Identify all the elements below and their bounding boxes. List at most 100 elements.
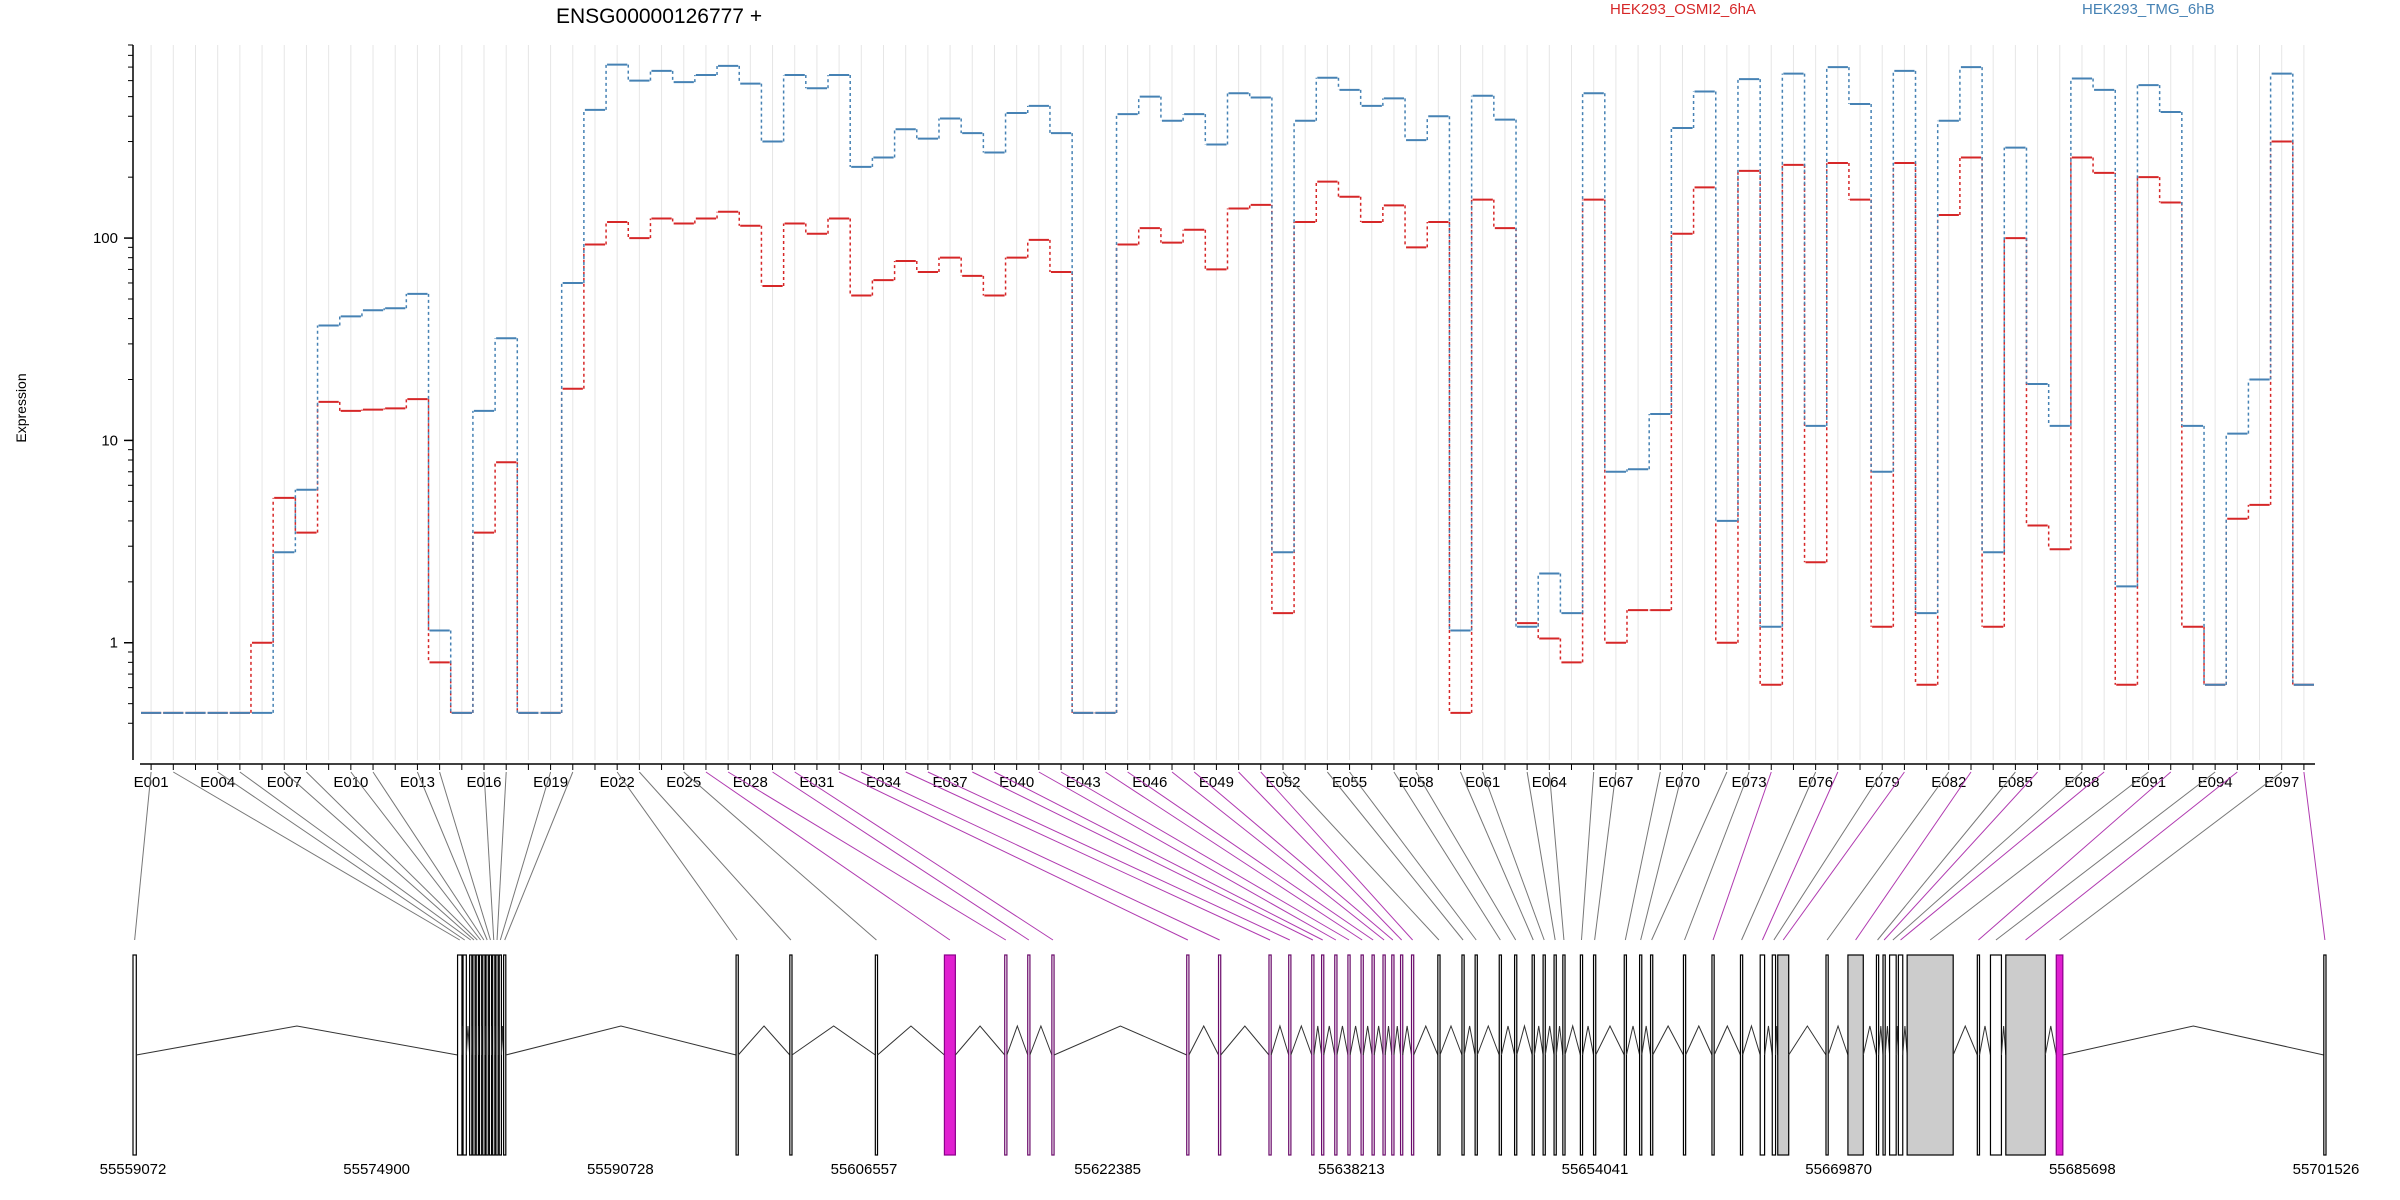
connector-line — [1349, 771, 1477, 941]
intron-line — [1533, 1025, 1544, 1056]
connector-line — [1741, 771, 1817, 941]
exon-box — [1976, 954, 1981, 1156]
genomic-coordinate-label: 55638213 — [1318, 1161, 1385, 1178]
exon-box — [1334, 954, 1338, 1156]
connector-line — [1855, 771, 1972, 941]
connector-line — [1326, 771, 1464, 941]
x-tick-label: E001 — [134, 774, 169, 791]
x-tick-label: E043 — [1066, 774, 1101, 791]
intron-line — [1393, 1025, 1402, 1056]
connector-line — [1877, 771, 2016, 941]
connector-line — [217, 771, 465, 941]
exon-box — [1391, 954, 1395, 1156]
intron-line — [2044, 1025, 2057, 1056]
x-tick-label: E016 — [466, 774, 501, 791]
genomic-coordinate-label: 55622385 — [1074, 1161, 1141, 1178]
connector-line — [1594, 771, 1617, 941]
exon-box — [1027, 954, 1031, 1156]
y-tick-label: 10 — [101, 432, 118, 449]
connector-line — [1900, 771, 2105, 941]
connector-line — [1282, 771, 1440, 941]
series-HEK293_OSMI2_6hA — [141, 140, 2314, 714]
intron-line — [791, 1025, 876, 1056]
series-lines — [141, 63, 2314, 714]
connector-line — [705, 771, 951, 941]
connector-line — [2303, 771, 2326, 941]
intron-line — [737, 1025, 791, 1056]
genomic-coordinate-label: 55669870 — [1805, 1161, 1872, 1178]
intron-line — [1220, 1025, 1270, 1056]
genomic-coordinate-label: 55654041 — [1562, 1161, 1629, 1178]
connector-line — [283, 771, 475, 941]
connector-line — [504, 771, 574, 941]
legend-series-2: HEK293_TMG_6hB — [2082, 1, 2215, 18]
exon-box — [475, 954, 479, 1156]
intron-line — [1641, 1025, 1652, 1056]
exon-box — [1638, 954, 1643, 1156]
exon-box — [132, 954, 137, 1156]
intron-line — [1652, 1024, 1684, 1056]
connector-line — [134, 771, 152, 941]
exon-box — [1579, 954, 1584, 1156]
connector-line — [1060, 771, 1350, 941]
x-tick-label: E013 — [400, 774, 435, 791]
exon-box — [1347, 954, 1351, 1156]
x-tick-label: E094 — [2198, 774, 2233, 791]
genomic-coordinate-label: 55701526 — [2293, 1161, 2360, 1178]
intron-line — [1713, 1024, 1741, 1056]
connector-line — [306, 771, 478, 941]
legend-series-1: HEK293_OSMI2_6hA — [1610, 1, 1756, 18]
y-axis-label: Expression — [13, 373, 29, 442]
x-tick-label: E064 — [1532, 774, 1567, 791]
intron-line — [1362, 1025, 1373, 1056]
intron-line — [1788, 1025, 1827, 1056]
genomic-coordinate-label: 55685698 — [2049, 1161, 2116, 1178]
y-axis: 1 10 100 — [93, 44, 134, 760]
exon-box — [2055, 954, 2064, 1156]
intron-line — [1313, 1025, 1323, 1056]
exon-box — [943, 954, 956, 1156]
connector-line — [1193, 771, 1394, 941]
x-tick-label: E076 — [1798, 774, 1833, 791]
intron-line — [1952, 1024, 1978, 1056]
exon-box — [1592, 954, 1597, 1156]
connector-line — [1460, 771, 1534, 941]
connector-line — [1712, 771, 1772, 941]
intron-line — [1884, 1025, 1891, 1056]
x-axis: E001 E004 E007 E010 E013 E016 E019 E022 E025 E028… — [134, 763, 2315, 791]
intron-line — [1625, 1025, 1641, 1056]
x-tick-label: E025 — [666, 774, 701, 791]
intron-line — [1006, 1024, 1029, 1056]
exon-box — [1360, 954, 1364, 1156]
intron-line — [136, 1025, 458, 1056]
connector-line — [239, 771, 472, 941]
x-tick-label: E040 — [999, 774, 1034, 791]
connector-line — [1892, 771, 2083, 941]
x-tick-label: E073 — [1732, 774, 1767, 791]
connector-line — [173, 771, 461, 941]
intron-line — [1500, 1025, 1516, 1056]
intron-line — [1827, 1024, 1849, 1056]
x-tick-label: E061 — [1465, 774, 1500, 791]
exon-box — [503, 954, 507, 1156]
exon-box — [1217, 954, 1222, 1156]
exon-box — [735, 954, 739, 1156]
series-HEK293_TMG_6hB — [141, 63, 2314, 714]
connector-line — [1171, 771, 1385, 941]
genomic-coordinate-label: 55559072 — [100, 1161, 167, 1178]
exon-connector-lines — [134, 771, 2326, 941]
connector-line — [727, 771, 1007, 941]
connector-line — [1105, 771, 1363, 941]
exon-box — [498, 954, 503, 1156]
vertical-gridlines — [150, 45, 2305, 760]
connector-line — [1482, 771, 1545, 941]
x-tick-label: E028 — [733, 774, 768, 791]
exon-box — [1382, 954, 1386, 1156]
x-tick-label: E079 — [1865, 774, 1900, 791]
intron-line — [1685, 1024, 1713, 1056]
intron-line — [1476, 1024, 1500, 1056]
connector-line — [1929, 771, 2149, 941]
exon-box — [1531, 954, 1535, 1156]
exon-box — [1553, 954, 1557, 1156]
chart-title: ENSG00000126777 + — [556, 5, 762, 28]
